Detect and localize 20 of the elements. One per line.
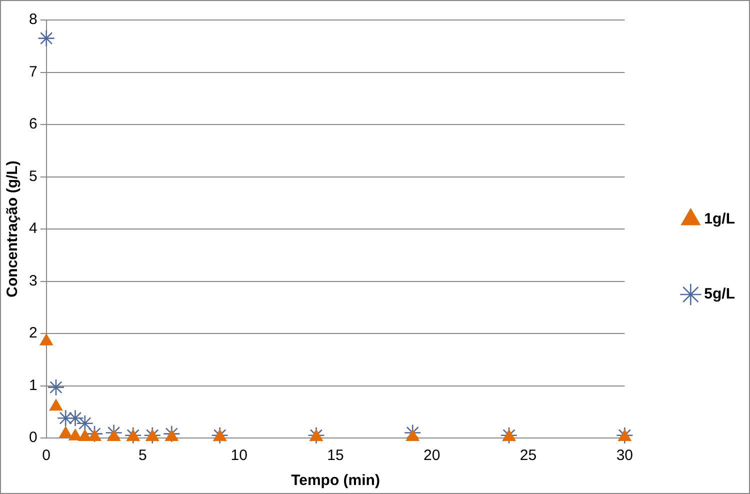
- y-tick-label: 4: [29, 220, 38, 238]
- x-tick-label: 15: [327, 447, 344, 464]
- x-tick-label: 30: [616, 447, 634, 464]
- y-tick-label: 7: [29, 63, 38, 80]
- y-tick-label: 8: [29, 11, 38, 28]
- x-tick-label: 25: [520, 447, 537, 464]
- x-tick-label: 10: [230, 447, 248, 464]
- y-tick-label: 1: [29, 376, 38, 394]
- x-tick-label: 20: [424, 447, 440, 464]
- legend-label: 5g/L: [704, 286, 736, 303]
- legend-label: 1g/L: [704, 210, 736, 228]
- x-axis-title: Tempo (min): [291, 472, 380, 490]
- y-tick-label: 6: [29, 116, 38, 133]
- y-tick-label: 3: [29, 272, 38, 290]
- y-tick-label: 0: [29, 429, 38, 446]
- x-tick-label: 0: [42, 447, 51, 464]
- y-axis-title: Concentração (g/L): [4, 160, 22, 298]
- y-tick-label: 2: [29, 324, 38, 342]
- y-tick-label: 5: [29, 168, 38, 185]
- x-tick-label: 5: [138, 447, 147, 464]
